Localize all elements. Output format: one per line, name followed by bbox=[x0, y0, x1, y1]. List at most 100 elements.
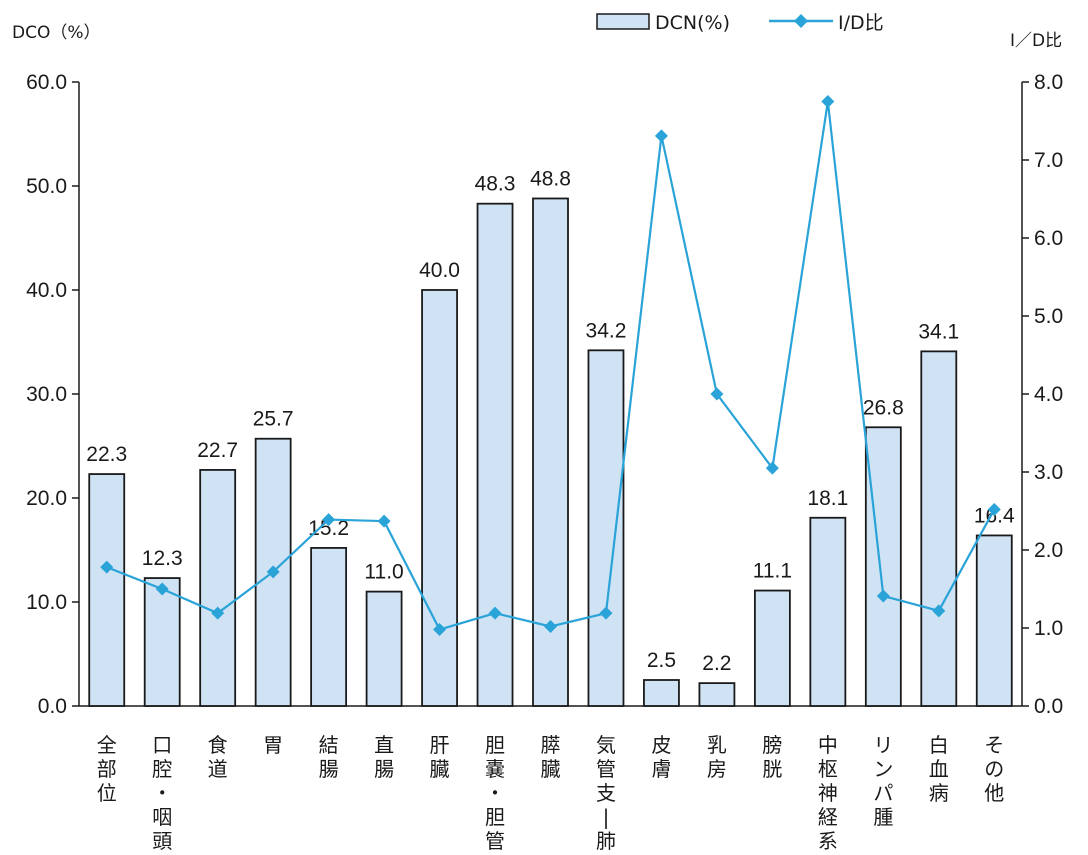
left-tick-label: 10.0 bbox=[26, 591, 67, 614]
legend-swatch-dcn bbox=[596, 13, 650, 30]
left-axis-ticks: 0.0 10.0 20.0 30.0 40.0 50.0 60.0 bbox=[26, 71, 79, 718]
category-label-char: 直 bbox=[374, 733, 394, 757]
category-label-char: 病 bbox=[929, 781, 949, 805]
category-label-char: 咽 bbox=[152, 805, 172, 829]
bar-value-label: 2.5 bbox=[647, 649, 676, 672]
category-label-char: 支 bbox=[596, 781, 616, 805]
category-label-char: 乳 bbox=[707, 733, 727, 757]
id-ratio-point bbox=[821, 95, 835, 108]
bar bbox=[365, 590, 403, 707]
legend-marker-id-ratio bbox=[794, 14, 808, 28]
category-label: 直腸 bbox=[374, 733, 394, 781]
id-ratio-point bbox=[266, 565, 280, 579]
category-label-char: 管 bbox=[596, 757, 616, 781]
bar-value-label: 48.8 bbox=[530, 167, 571, 190]
category-label: 膵臓 bbox=[541, 733, 561, 781]
category-label-char: 臓 bbox=[541, 757, 561, 781]
right-tick-label: 0.0 bbox=[1034, 695, 1063, 718]
category-label-char: 腫 bbox=[873, 805, 893, 829]
category-label-char: 腔 bbox=[152, 757, 172, 781]
right-tick-label: 3.0 bbox=[1034, 461, 1063, 484]
bar bbox=[643, 679, 680, 707]
id-ratio-point bbox=[654, 129, 668, 143]
bar-value-label: 34.2 bbox=[586, 319, 627, 342]
id-ratio-point bbox=[932, 604, 946, 618]
id-ratio-point bbox=[322, 513, 336, 527]
bar-value-label: 16.4 bbox=[974, 504, 1015, 527]
left-tick-label: 50.0 bbox=[26, 175, 67, 198]
left-tick-label: 60.0 bbox=[26, 71, 67, 94]
id-ratio-point bbox=[876, 589, 890, 603]
bar bbox=[864, 426, 902, 707]
left-tick-label: 0.0 bbox=[38, 695, 67, 718]
category-label: 胃 bbox=[263, 733, 283, 757]
line-series-id-ratio bbox=[100, 95, 1001, 637]
bar bbox=[920, 350, 958, 707]
right-tick-label: 5.0 bbox=[1034, 305, 1063, 328]
right-tick-label: 7.0 bbox=[1034, 149, 1063, 172]
bar bbox=[199, 469, 237, 707]
bar-value-label: 11.1 bbox=[753, 560, 792, 583]
id-ratio-point bbox=[765, 461, 779, 475]
category-label-char: 全 bbox=[97, 733, 117, 757]
id-ratio-point bbox=[211, 606, 225, 620]
category-label-char: パ bbox=[873, 781, 893, 805]
category-label-char: 胃 bbox=[263, 733, 283, 757]
category-label-char: 肺 bbox=[596, 829, 616, 853]
bar bbox=[975, 534, 1013, 707]
category-label-char: 部 bbox=[97, 757, 117, 781]
id-ratio-point bbox=[599, 606, 613, 620]
category-label-char: 他 bbox=[984, 781, 1004, 805]
bar-value-label: 48.3 bbox=[475, 173, 516, 196]
category-label-char: 腸 bbox=[374, 757, 394, 781]
category-label-char: 食 bbox=[208, 733, 228, 757]
category-label-char: 白 bbox=[929, 733, 949, 757]
category-label-char: 中 bbox=[818, 733, 838, 757]
bar bbox=[698, 682, 736, 707]
category-label-char: 胆 bbox=[485, 805, 505, 829]
legend-label-dcn: DCN(%) bbox=[655, 12, 730, 34]
right-tick-label: 4.0 bbox=[1034, 383, 1063, 406]
category-label-char: 嚢 bbox=[485, 757, 505, 781]
category-label: 結腸 bbox=[319, 733, 339, 781]
category-label-char: 膀 bbox=[762, 733, 782, 757]
category-label: 皮膚 bbox=[651, 733, 671, 781]
category-label: 白血病 bbox=[929, 733, 949, 805]
category-label-char: | bbox=[603, 805, 610, 829]
bar-value-label: 22.7 bbox=[197, 439, 238, 462]
legend: DCN(%) I/D比 bbox=[596, 12, 884, 34]
bar-value-label: 15.2 bbox=[308, 517, 349, 540]
bar-value-label: 34.1 bbox=[918, 320, 959, 343]
right-tick-label: 6.0 bbox=[1034, 227, 1063, 250]
bar bbox=[476, 202, 514, 707]
category-label-char: 系 bbox=[818, 829, 838, 853]
bar-value-label: 26.8 bbox=[863, 396, 904, 419]
category-label-char: そ bbox=[984, 733, 1004, 757]
category-label-char: ン bbox=[873, 757, 893, 781]
category-label-char: 位 bbox=[97, 781, 117, 805]
bar-value-label: 11.0 bbox=[364, 561, 403, 584]
id-ratio-point bbox=[710, 387, 724, 401]
right-tick-label: 2.0 bbox=[1034, 539, 1063, 562]
category-label-char: 皮 bbox=[651, 733, 671, 757]
category-label-char: ・ bbox=[485, 781, 505, 805]
category-label-char: 道 bbox=[208, 757, 228, 781]
category-label-char: 胆 bbox=[485, 733, 505, 757]
category-label-char: 腸 bbox=[319, 757, 339, 781]
bar bbox=[88, 473, 126, 707]
legend-label-id-ratio: I/D比 bbox=[838, 12, 884, 34]
category-label: 全部位 bbox=[97, 733, 117, 805]
bar-value-label: 25.7 bbox=[253, 408, 294, 431]
id-ratio-point bbox=[544, 619, 557, 633]
category-label-char: 臓 bbox=[430, 757, 450, 781]
category-label-char: ・ bbox=[152, 781, 172, 805]
id-ratio-point bbox=[100, 560, 114, 574]
right-tick-label: 8.0 bbox=[1034, 71, 1063, 94]
category-label: 胆嚢・胆管 bbox=[485, 733, 505, 853]
bar bbox=[421, 289, 458, 707]
bar bbox=[143, 577, 181, 707]
right-tick-label: 1.0 bbox=[1034, 617, 1063, 640]
